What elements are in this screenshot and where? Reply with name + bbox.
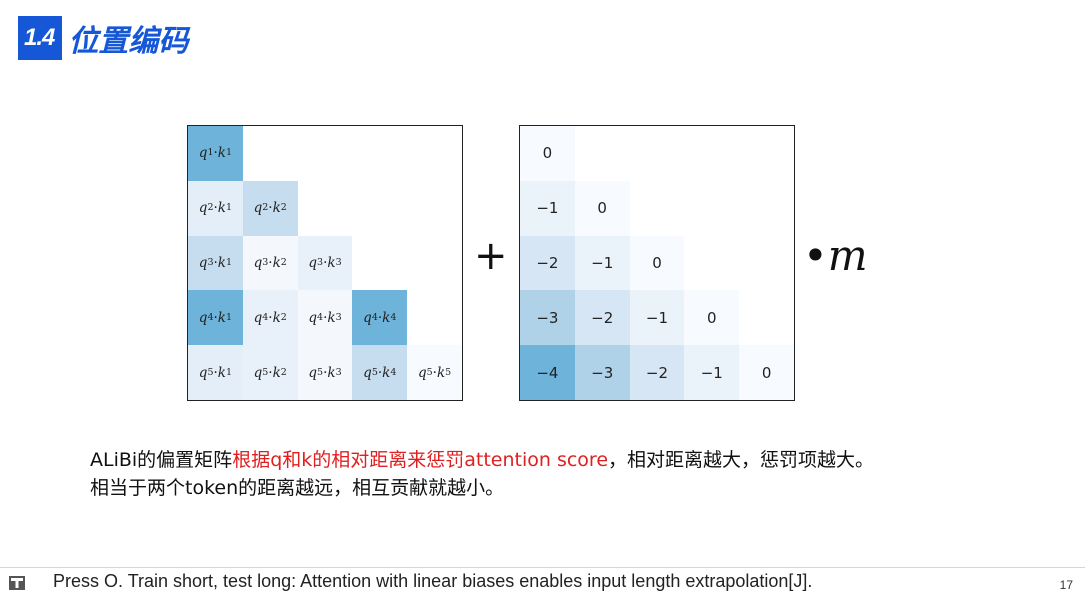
description-line-1-end: ，相对距离越大，惩罚项越大。 [608,449,875,471]
times-dot: • [803,231,828,280]
bias-cell: 0 [574,180,630,236]
bias-cell: −4 [520,345,575,400]
description-text: ALiBi的偏置矩阵根据q和k的相对距离来惩罚attention score，相… [90,446,874,502]
description-line-1-start: ALiBi的偏置矩阵 [90,449,233,471]
bias-cell: −2 [520,235,575,291]
bias-cell: 0 [739,345,794,400]
bias-cell: 0 [629,235,685,291]
bias-cell: −2 [629,345,685,400]
bias-cell: −3 [520,290,575,346]
description-line-1: ALiBi的偏置矩阵根据q和k的相对距离来惩罚attention score，相… [90,446,874,474]
slope-m-label: m [827,231,868,280]
bias-cell: −2 [574,290,630,346]
bias-cell: 0 [684,290,740,346]
alibi-bias-matrix: 0 −1 0 −2 −1 0 −3 −2 −1 0 −4 −3 −2 −1 0 [519,125,795,401]
bias-cell: −1 [684,345,740,400]
section-number-badge: 1.4 [18,16,63,60]
plus-symbol: + [474,233,508,279]
section-header: 1.4 位置编码 [18,16,188,60]
description-line-2: 相当于两个token的距离越远，相互贡献就越小。 [90,477,505,499]
bias-cell: −1 [629,290,685,346]
slope-multiplier: •m [803,235,868,277]
section-title: 位置编码 [68,24,189,59]
description-highlight: 根据q和k的相对距离来惩罚attention score [232,449,609,471]
footer-divider [0,567,1085,568]
bias-cell: −1 [520,180,575,236]
bias-cell: −3 [574,345,630,400]
bias-cell: −1 [574,235,630,291]
reference-citation: Press O. Train short, test long: Attenti… [53,571,813,591]
reference-icon [9,576,25,590]
bias-cell: 0 [520,126,575,181]
page-number: 17 [1059,578,1073,592]
